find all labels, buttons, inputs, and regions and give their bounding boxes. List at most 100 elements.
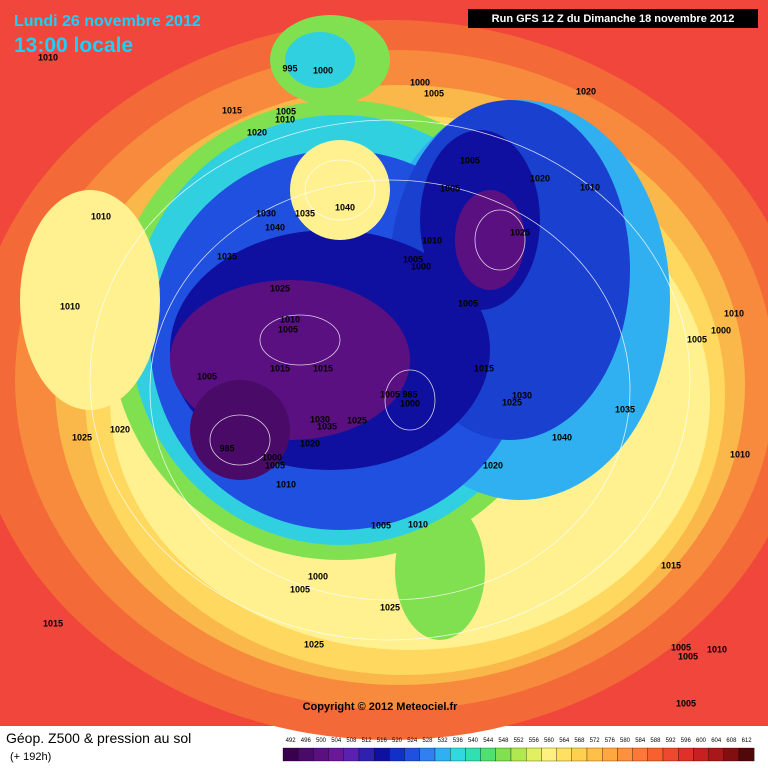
isobar-label: 1015	[270, 363, 290, 373]
scale-label: 556	[529, 738, 540, 744]
scale-swatch	[450, 747, 466, 762]
scale-label: 540	[468, 738, 479, 744]
scale-swatch	[602, 747, 618, 762]
isobar-label: 1035	[615, 404, 635, 414]
scale-label: 508	[346, 738, 357, 744]
isobar-label: 985	[219, 443, 234, 453]
scale-swatch	[662, 747, 679, 762]
scale-swatch	[571, 747, 588, 762]
scale-swatch	[313, 747, 329, 762]
isobar-label: 1010	[707, 644, 727, 654]
scale-label: 548	[498, 738, 509, 744]
isobar-label: 1035	[317, 421, 337, 431]
scale-label: 572	[590, 738, 601, 744]
scale-label: 576	[605, 738, 616, 744]
isobar-label: 1000	[400, 398, 420, 408]
scale-label: 536	[453, 738, 464, 744]
run-box	[468, 9, 758, 28]
isobar-label: 1030	[512, 390, 532, 400]
isobar-label: 1010	[408, 519, 428, 529]
scale-label: 592	[666, 738, 677, 744]
scale-label: 516	[377, 738, 388, 744]
scale-swatch	[738, 747, 755, 762]
scale-label: 492	[286, 738, 297, 744]
scale-label: 520	[392, 738, 403, 744]
scale-swatch	[632, 747, 648, 762]
isobar-label: 1040	[552, 432, 572, 442]
scale-label: 600	[696, 738, 707, 744]
isobar-label: 1040	[335, 202, 355, 212]
scale-swatch	[678, 747, 694, 762]
isobar-label: 1030	[256, 208, 276, 218]
isobar-label: 1010	[724, 308, 744, 318]
height-field	[0, 15, 768, 740]
scale-label: 604	[711, 738, 722, 744]
isobar-label: 1025	[347, 415, 367, 425]
isobar-label: 1000	[262, 452, 282, 462]
isobars	[89, 119, 691, 641]
scale-swatch	[526, 747, 542, 762]
scale-label: 564	[559, 738, 570, 744]
isobar-label: 1005	[371, 520, 391, 530]
isobar-label: 1010	[276, 479, 296, 489]
scale-swatch	[465, 747, 481, 762]
isobar-label: 1015	[313, 363, 333, 373]
isobar-label: 1010	[60, 301, 80, 311]
scale-swatch	[419, 747, 436, 762]
isobar-label: 1010	[38, 52, 58, 62]
isobar-label: 1005	[197, 371, 217, 381]
isobar-label: 1005	[460, 155, 480, 165]
isobar-label: 1015	[474, 363, 494, 373]
scale-swatch	[282, 747, 299, 762]
scale-label: 496	[301, 738, 312, 744]
isobar-label: 1005	[380, 389, 400, 399]
scale-label: 580	[620, 738, 631, 744]
scale-label: 552	[514, 738, 525, 744]
scale-swatch	[708, 747, 724, 762]
isobar-label: 1005	[290, 584, 310, 594]
scale-label: 528	[422, 738, 433, 744]
footer-title: Géop. Z500 & pression au sol	[6, 730, 191, 746]
run-label: Run GFS 12 Z du Dimanche 18 novembre 201…	[492, 13, 735, 25]
isobar-label: 1020	[247, 127, 267, 137]
isobar-label: 1040	[265, 222, 285, 232]
isobar-label: 1005	[676, 698, 696, 708]
isobar-label: 1025	[380, 602, 400, 612]
scale-swatch	[586, 747, 603, 762]
isobar-label: 1025	[502, 397, 522, 407]
isobar-label: 1010	[580, 182, 600, 192]
isobar-label: 1010	[280, 314, 300, 324]
scale-swatch	[404, 747, 420, 762]
isobar-label: 1025	[72, 432, 92, 442]
isobar-label: 1010	[91, 211, 111, 221]
isobar-label: 1000	[308, 571, 328, 581]
scale-label: 524	[407, 738, 418, 744]
scale-label: 584	[635, 738, 646, 744]
isobar-label: 1020	[483, 460, 503, 470]
isobar-label: 1010	[422, 235, 442, 245]
scale-swatch	[328, 747, 344, 762]
scale-swatch	[723, 747, 740, 762]
scale-label: 512	[362, 738, 373, 744]
isobar-label: 1005	[265, 460, 285, 470]
isobar-label: 1020	[300, 438, 320, 448]
isobar-label: 995	[282, 63, 297, 73]
scale-swatch	[556, 747, 572, 762]
scale-label: 596	[681, 738, 692, 744]
isobar-label: 1020	[110, 424, 130, 434]
isobar-label: 1020	[530, 173, 550, 183]
isobar-label: 985	[402, 389, 417, 399]
scale-swatch	[298, 747, 314, 762]
isobar-label: 1005	[687, 334, 707, 344]
scale-label: 504	[331, 738, 342, 744]
isobar-label: 1025	[304, 639, 324, 649]
isobar-label: 1005	[403, 254, 423, 264]
scale-swatch	[693, 747, 709, 762]
isobar-label: 1005	[278, 324, 298, 334]
scale-swatch	[480, 747, 496, 762]
isobar-label: 1005	[678, 651, 698, 661]
isobar-label: 1015	[661, 560, 681, 570]
isobar-label: 1020	[576, 86, 596, 96]
